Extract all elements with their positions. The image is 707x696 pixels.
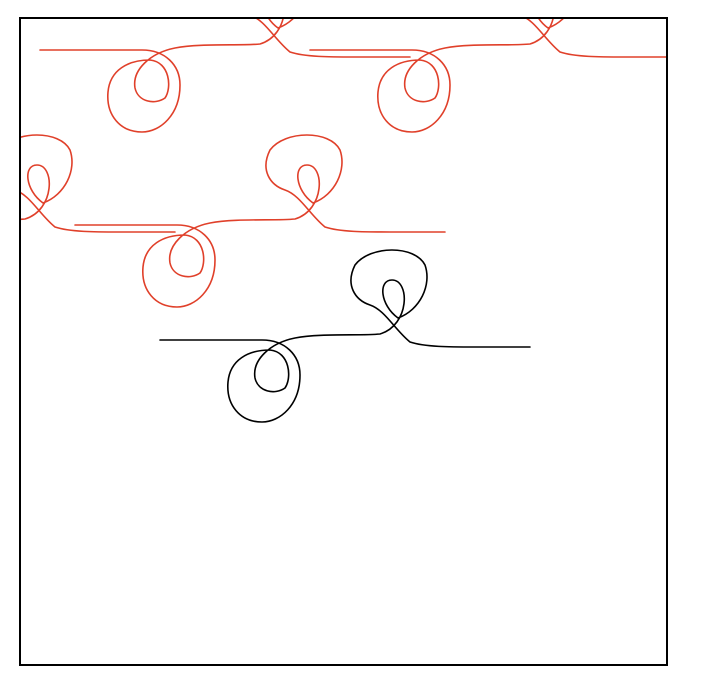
black-motif-path: [159, 249, 531, 423]
red-motif: [20, 134, 176, 308]
red-motifs: [20, 18, 667, 308]
quilt-pattern: [20, 18, 667, 423]
red-motif: [309, 18, 667, 133]
black-motif: [159, 249, 531, 423]
red-motif: [39, 18, 411, 133]
frame: [19, 17, 668, 666]
red-motif: [74, 134, 446, 308]
